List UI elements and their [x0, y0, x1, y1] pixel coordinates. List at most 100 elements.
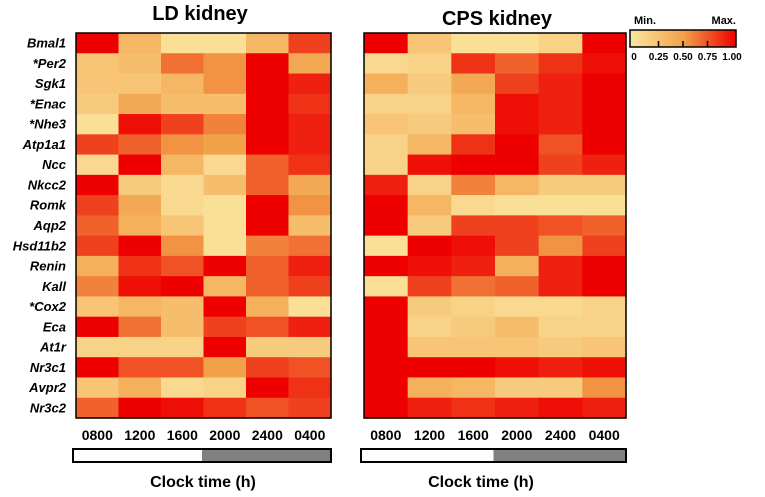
heatmap-cell: [495, 114, 540, 135]
heatmap-cell: [203, 53, 247, 75]
heatmap-cell: [364, 154, 409, 176]
heatmap-cell: [288, 114, 332, 135]
heatmap-cell: [288, 377, 332, 399]
heatmap-cell: [76, 195, 120, 216]
heatmap-cell: [538, 296, 583, 318]
heatmap-cell: [246, 357, 290, 379]
heatmap-cell: [118, 255, 162, 277]
heatmap-cell: [582, 255, 627, 277]
heatmap-cell: [76, 357, 120, 379]
heatmap-cell: [246, 154, 290, 176]
gene-axis: Bmal1 *Per2 Sgk1 *Enac *Nhe3 Atp1a1 Ncc Nkcc2 Ro…: [13, 36, 67, 416]
cps-x-axis-label: Clock time (h): [428, 474, 534, 491]
ld-heatmap-cells: [76, 33, 332, 419]
heatmap-cell: [76, 33, 120, 54]
heatmap-cell: [203, 33, 247, 54]
heatmap-cell: [118, 215, 162, 237]
heatmap-cell: [538, 33, 583, 54]
heatmap-cell: [203, 174, 247, 196]
heatmap-cell: [582, 174, 627, 196]
heatmap-cell: [246, 215, 290, 237]
heatmap-cell: [288, 316, 332, 338]
ld-x-axis-label: Clock time (h): [150, 474, 256, 491]
gene-label: Sgk1: [35, 76, 66, 91]
heatmap-cell: [288, 33, 332, 54]
heatmap-cell: [203, 73, 247, 95]
heatmap-cell: [203, 377, 247, 399]
heatmap-cell: [161, 296, 205, 318]
heatmap-cell: [118, 336, 162, 358]
heatmap-cell: [364, 296, 409, 318]
heatmap-cell: [582, 73, 627, 95]
heatmap-cell: [364, 33, 409, 54]
heatmap-cell: [161, 174, 205, 196]
legend-tick-label: 1.00: [722, 52, 742, 63]
heatmap-cell: [495, 154, 540, 176]
heatmap-cell: [246, 255, 290, 277]
cps-kidney-title: CPS kidney: [442, 8, 553, 30]
ld-time-ticks: 0800 1200 1600 2000 2400 0400: [82, 427, 326, 443]
heatmap-cell: [364, 73, 409, 95]
heatmap-cell: [407, 276, 452, 298]
gene-label: Bmal1: [27, 36, 66, 51]
heatmap-cell: [161, 215, 205, 237]
heatmap-cell: [451, 134, 496, 156]
heatmap-cell: [364, 397, 409, 419]
heatmap-cell: [364, 195, 409, 216]
heatmap-cell: [364, 276, 409, 298]
cps-light-dark-bar: [360, 448, 627, 463]
heatmap-cell: [538, 93, 583, 115]
heatmap-cell: [582, 235, 627, 257]
dark-phase-segment: [493, 449, 626, 462]
legend-tick-label: 0: [631, 52, 637, 63]
heatmap-cell: [495, 215, 540, 237]
heatmap-cell: [246, 93, 290, 115]
heatmap-cell: [246, 377, 290, 399]
heatmap-cell: [288, 336, 332, 358]
heatmap-cell: [161, 73, 205, 95]
heatmap-cell: [246, 397, 290, 419]
heatmap-cell: [538, 114, 583, 135]
heatmap-cell: [451, 255, 496, 277]
heatmap-cell: [161, 316, 205, 338]
light-dark-bar-border: [360, 448, 627, 463]
heatmap-cell: [407, 195, 452, 216]
heatmap-cell: [364, 357, 409, 379]
gene-label: *Cox2: [29, 299, 67, 314]
legend-tick-label: 0.25: [649, 52, 669, 63]
heatmap-cell: [451, 154, 496, 176]
gene-label: *Enac: [30, 96, 67, 111]
heatmap-cell: [76, 255, 120, 277]
heatmap-cell: [161, 357, 205, 379]
heatmap-cell: [538, 174, 583, 196]
heatmap-cell: [495, 397, 540, 419]
dark-phase-segment: [202, 449, 331, 462]
heatmap-cell: [495, 195, 540, 216]
heatmap-cell: [288, 397, 332, 419]
heatmap-cell: [246, 276, 290, 298]
time-tick-label: 0400: [294, 427, 325, 443]
heatmap-cell: [76, 377, 120, 399]
gene-label: Hsd11b2: [13, 238, 67, 253]
heatmap-cell: [538, 255, 583, 277]
heatmap-cell: [76, 316, 120, 338]
heatmap-cell: [364, 93, 409, 115]
heatmap-cell: [76, 296, 120, 318]
heatmap-cell: [538, 276, 583, 298]
heatmap-cell: [495, 235, 540, 257]
time-tick-label: 0800: [370, 427, 401, 443]
heatmap-cell: [203, 357, 247, 379]
light-phase-segment: [73, 449, 202, 462]
heatmap-cell: [364, 215, 409, 237]
light-phase-segment: [361, 449, 494, 462]
heatmap-cell: [161, 154, 205, 176]
heatmap-cell: [76, 215, 120, 237]
heatmap-cell: [246, 53, 290, 75]
time-tick-label: 1600: [167, 427, 198, 443]
heatmap-cell: [118, 73, 162, 95]
heatmap-cell: [451, 336, 496, 358]
gene-label: Eca: [43, 319, 66, 334]
heatmap-cell: [161, 397, 205, 419]
heatmap-cell: [407, 336, 452, 358]
heatmap-cell: [451, 174, 496, 196]
